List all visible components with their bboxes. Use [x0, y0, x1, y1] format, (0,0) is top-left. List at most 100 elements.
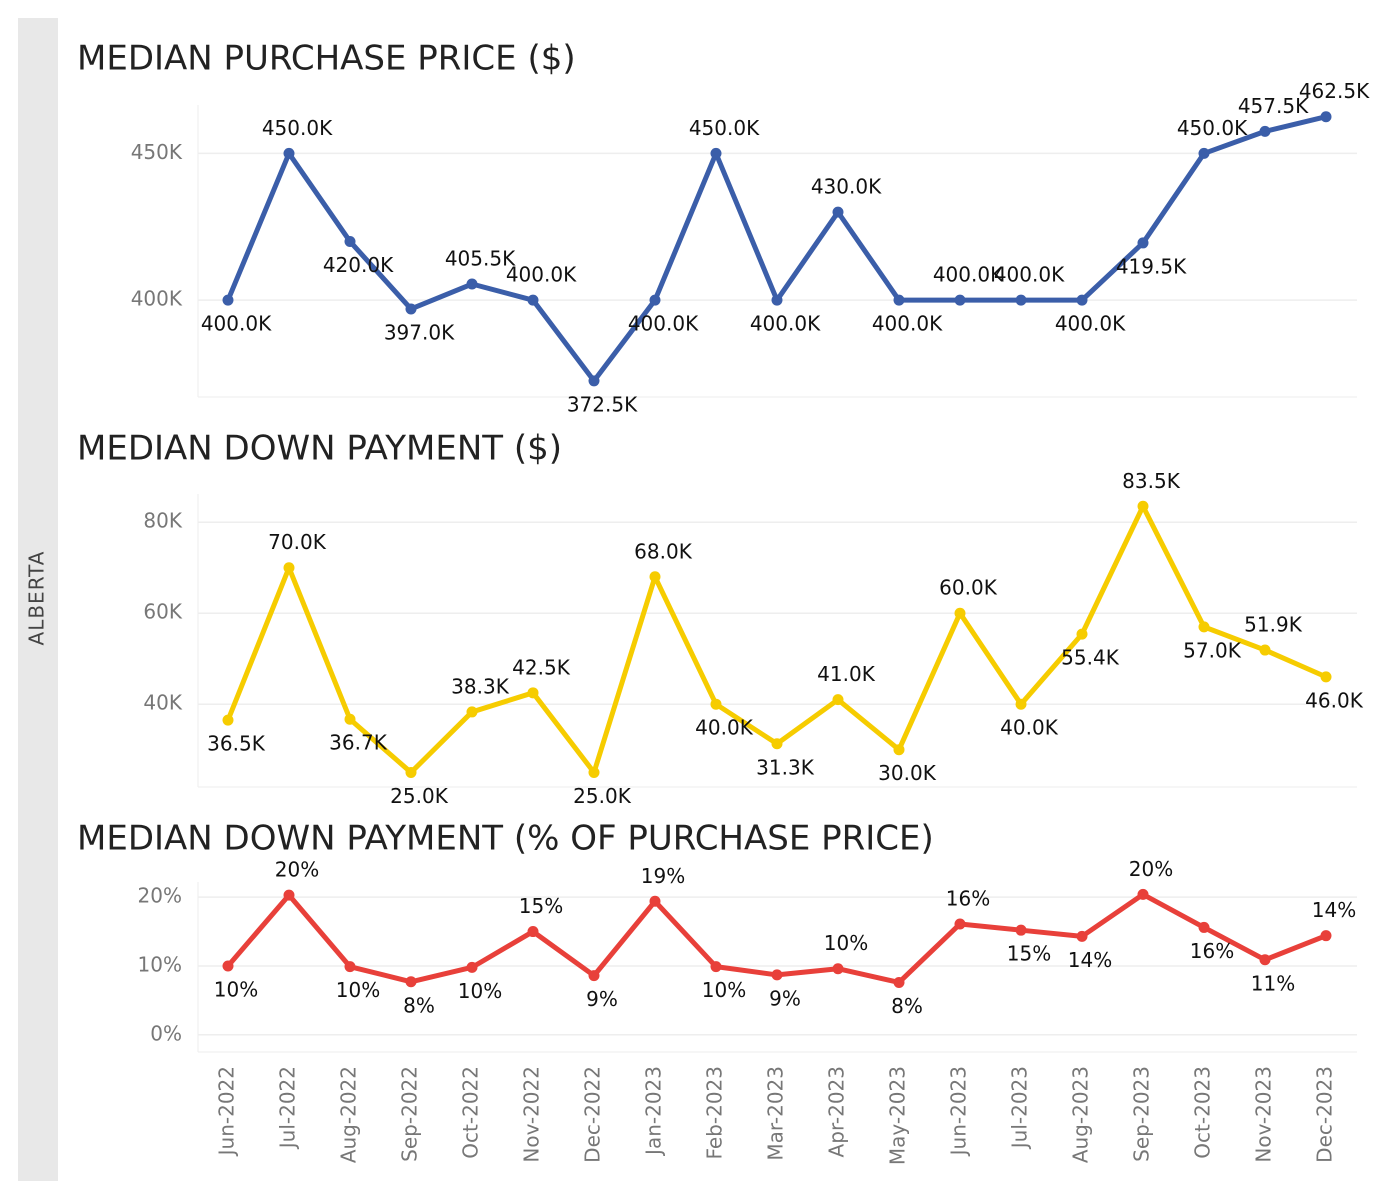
data-label: 36.7K	[329, 731, 388, 755]
point	[893, 976, 905, 988]
point	[771, 969, 783, 981]
point	[1320, 111, 1332, 123]
x-tick-label: Jan-2023	[642, 1066, 666, 1157]
point	[222, 714, 234, 726]
data-label: 10%	[824, 931, 868, 955]
data-label: 40.0K	[1000, 716, 1059, 740]
data-label: 462.5K	[1299, 79, 1370, 103]
data-label: 397.0K	[384, 320, 455, 344]
point	[527, 687, 539, 699]
point	[344, 713, 356, 725]
point	[1198, 921, 1210, 933]
point	[1137, 500, 1149, 512]
point	[832, 206, 844, 218]
point	[954, 294, 966, 306]
point	[832, 694, 844, 706]
data-label: 400.0K	[872, 312, 943, 336]
data-label: 83.5K	[1122, 469, 1181, 493]
data-label: 10%	[458, 979, 502, 1003]
data-label: 25.0K	[573, 784, 632, 808]
point	[1015, 924, 1027, 936]
data-label: 457.5K	[1238, 94, 1309, 118]
point	[405, 766, 417, 778]
data-label: 9%	[586, 987, 618, 1011]
x-tick-label: Nov-2023	[1252, 1066, 1276, 1163]
line	[225, 503, 1328, 775]
data-label: 16%	[1190, 939, 1234, 963]
point	[771, 294, 783, 306]
data-label: 46.0K	[1305, 688, 1364, 712]
data-label: 31.3K	[756, 755, 815, 779]
point	[1320, 671, 1332, 683]
data-label: 30.0K	[878, 761, 937, 785]
point	[1076, 294, 1088, 306]
data-label: 450.0K	[689, 116, 760, 140]
point	[1076, 628, 1088, 640]
point	[649, 571, 661, 583]
point	[1015, 294, 1027, 306]
x-tick-label: Jun-2023	[947, 1066, 971, 1157]
data-label: 400.0K	[994, 263, 1065, 287]
point	[1259, 954, 1271, 966]
point	[1259, 644, 1271, 656]
point	[222, 960, 234, 972]
x-tick-label: Oct-2022	[459, 1066, 483, 1159]
y-tick-label: 40K	[143, 691, 182, 715]
y-tick-label: 20%	[138, 884, 182, 908]
x-tick-label: Sep-2022	[398, 1066, 422, 1162]
point	[649, 895, 661, 907]
chart-title: MEDIAN DOWN PAYMENT ($)	[77, 429, 562, 469]
y-tick-label: 60K	[143, 600, 182, 624]
data-label: 400.0K	[933, 263, 1004, 287]
data-label: 400.0K	[506, 263, 577, 287]
data-label: 450.0K	[262, 116, 333, 140]
point	[649, 294, 661, 306]
data-label: 8%	[891, 994, 923, 1018]
data-label: 400.0K	[750, 312, 821, 336]
x-tick-label: Oct-2023	[1191, 1066, 1215, 1159]
y-tick-label: 450K	[131, 140, 183, 164]
y-tick-label: 0%	[150, 1021, 182, 1045]
x-tick-label: Jul-2023	[1008, 1066, 1032, 1150]
data-label: 14%	[1068, 948, 1112, 972]
data-label: 38.3K	[451, 674, 510, 698]
x-tick-label: Mar-2023	[764, 1066, 788, 1161]
data-label: 57.0K	[1183, 638, 1242, 662]
y-tick-label: 80K	[143, 509, 182, 533]
data-label: 420.0K	[323, 253, 394, 277]
x-tick-label: Jun-2022	[215, 1066, 239, 1157]
line	[226, 891, 1327, 985]
point	[283, 562, 295, 574]
data-label: 10%	[702, 978, 746, 1002]
data-label: 9%	[769, 986, 801, 1010]
point	[954, 918, 966, 930]
x-tick-label: Apr-2023	[825, 1066, 849, 1157]
data-label: 419.5K	[1116, 254, 1187, 278]
point	[405, 303, 417, 315]
data-label: 450.0K	[1177, 116, 1248, 140]
data-label: 400.0K	[1055, 312, 1126, 336]
data-label: 25.0K	[390, 784, 449, 808]
x-tick-label: Sep-2023	[1130, 1066, 1154, 1162]
point	[1015, 698, 1027, 710]
x-tick-label: Dec-2023	[1313, 1066, 1337, 1163]
chart-title: MEDIAN PURCHASE PRICE ($)	[77, 39, 576, 79]
data-label: 42.5K	[512, 655, 571, 679]
data-label: 60.0K	[939, 576, 998, 600]
point	[466, 278, 478, 290]
data-label: 36.5K	[207, 732, 266, 756]
data-label: 20%	[1129, 857, 1173, 881]
point	[1320, 930, 1332, 942]
side-label: ALBERTA	[25, 551, 49, 646]
x-tick-label: May-2023	[886, 1066, 910, 1165]
point	[1137, 237, 1149, 249]
data-label: 400.0K	[628, 312, 699, 336]
point	[771, 738, 783, 750]
point	[1137, 888, 1149, 900]
point	[588, 766, 600, 778]
data-label: 41.0K	[817, 662, 876, 686]
data-label: 15%	[519, 894, 563, 918]
point	[283, 147, 295, 159]
data-label: 405.5K	[445, 247, 516, 271]
